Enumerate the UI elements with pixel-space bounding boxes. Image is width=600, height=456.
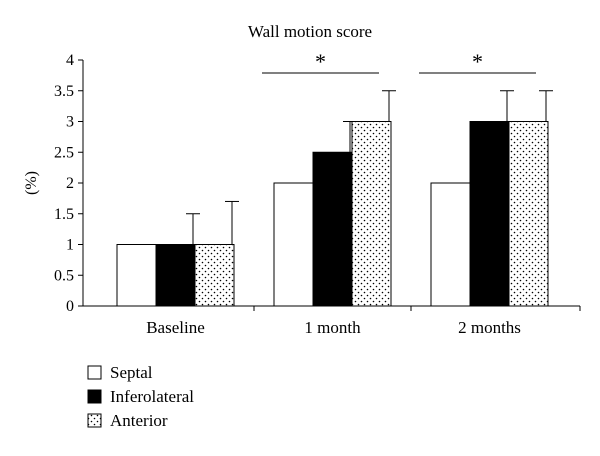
x-tick-label: 1 month xyxy=(304,318,361,337)
bar-anterior-1-month xyxy=(351,121,392,307)
bar-septal-baseline xyxy=(116,244,157,307)
bar-anterior-2-months xyxy=(508,121,549,307)
y-tick-label: 2 xyxy=(66,175,74,192)
y-tick-label: 4 xyxy=(66,52,74,69)
legend-swatch-anterior xyxy=(87,413,102,428)
plot-area: 0 0.5 1 1.5 2 2.5 3 3.5 4 Baseline 1 month 2 months… xyxy=(54,49,581,337)
legend-swatch-inferolateral xyxy=(87,389,102,404)
y-tick-label: 1.5 xyxy=(54,206,74,223)
x-tick-label: Baseline xyxy=(146,318,205,337)
significance-marker: * xyxy=(472,49,483,74)
legend-label-anterior: Anterior xyxy=(110,411,168,430)
y-tick-label: 0.5 xyxy=(54,267,74,284)
x-tick-label: 2 months xyxy=(458,318,521,337)
y-tick-label: 3.5 xyxy=(54,83,74,100)
legend-swatch-septal xyxy=(87,365,102,380)
bar-inferolateral-2-months xyxy=(469,121,510,307)
y-tick-label: 0 xyxy=(66,298,74,315)
chart-title: Wall motion score xyxy=(248,22,372,41)
legend-label-septal: Septal xyxy=(110,363,153,382)
y-tick-label: 2.5 xyxy=(54,144,74,161)
legend-label-inferolateral: Inferolateral xyxy=(110,387,194,406)
y-axis-label: (%) xyxy=(23,171,40,195)
bar-anterior-baseline xyxy=(194,244,235,307)
y-tick-label: 1 xyxy=(66,237,74,254)
bar-septal-1-month xyxy=(273,182,314,307)
bar-inferolateral-1-month xyxy=(312,151,353,307)
significance-marker: * xyxy=(315,49,326,74)
bar-septal-2-months xyxy=(430,182,471,307)
y-tick-label: 3 xyxy=(66,114,74,131)
bar-inferolateral-baseline xyxy=(155,244,196,307)
legend: Septal Inferolateral Anterior xyxy=(87,363,194,430)
